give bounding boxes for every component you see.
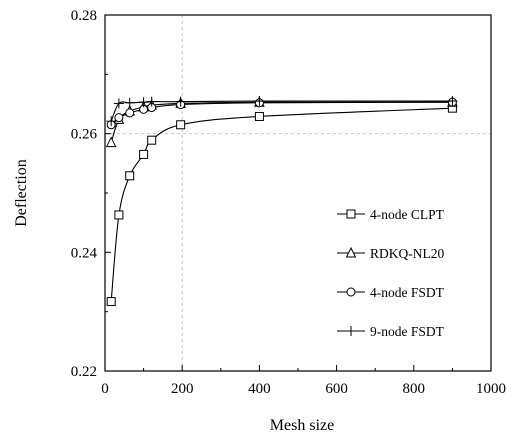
point-4-node-clpt	[106, 297, 116, 307]
x-tick-label: 600	[325, 381, 348, 397]
x-tick-label: 200	[171, 381, 194, 397]
x-axis-title: Mesh size	[270, 417, 334, 434]
y-axis-title: Deflection	[13, 159, 30, 227]
point-9-node-fsdt	[113, 98, 124, 109]
point-rdkq-nl20	[105, 136, 117, 148]
point-9-node-fsdt	[106, 116, 117, 127]
legend-marker-9-node-fsdt	[346, 326, 356, 336]
series-line-4-node-fsdt	[110, 101, 453, 126]
series-layer	[105, 96, 458, 307]
grid-layer	[105, 15, 491, 371]
point-9-node-fsdt	[146, 96, 157, 107]
legend-marker-4-node-clpt	[346, 209, 356, 219]
legend-label-rdkq-nl20: RDKQ-NL20	[370, 246, 444, 261]
plot-frame	[104, 14, 492, 372]
x-tick-label: 800	[403, 381, 426, 397]
point-4-node-fsdt	[125, 108, 135, 118]
legend-marker-4-node-fsdt	[346, 287, 356, 297]
point-4-node-clpt	[114, 210, 124, 220]
point-4-node-clpt	[147, 135, 157, 145]
x-tick-label: 1000	[476, 381, 506, 397]
point-9-node-fsdt	[175, 96, 186, 107]
y-tick-label: 0.28	[71, 8, 97, 24]
legend: 4-node CLPT RDKQ-NL20 4-node FSDT 9-node FS…	[337, 207, 445, 339]
point-4-node-fsdt	[114, 113, 124, 123]
y-tick-label: 0.22	[71, 364, 97, 380]
point-4-node-clpt	[125, 171, 135, 181]
point-4-node-clpt	[254, 111, 264, 121]
legend-label-4-node-clpt: 4-node CLPT	[370, 207, 445, 222]
legend-marker-rdkq-nl20	[345, 246, 357, 258]
series-line-rdkq-nl20	[110, 101, 453, 143]
y-tick-label: 0.24	[71, 245, 98, 261]
legend-label-9-node-fsdt: 9-node FSDT	[370, 324, 445, 339]
point-4-node-clpt	[176, 120, 186, 130]
point-9-node-fsdt	[447, 96, 458, 107]
y-tick-label: 0.26	[71, 127, 98, 143]
point-9-node-fsdt	[124, 97, 135, 108]
point-4-node-clpt	[139, 149, 149, 159]
point-9-node-fsdt	[138, 97, 149, 108]
point-9-node-fsdt	[254, 96, 265, 107]
x-tick-label: 400	[248, 381, 271, 397]
legend-label-4-node-fsdt: 4-node FSDT	[370, 285, 445, 300]
x-tick-label: 0	[101, 381, 109, 397]
series-line-4-node-clpt	[110, 107, 453, 302]
axes-layer: 0 200 400 600 800 1000 0.22 0.24 0.26 0.28	[71, 8, 506, 397]
